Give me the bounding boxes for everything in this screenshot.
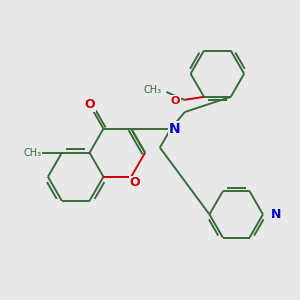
Text: O: O	[171, 96, 180, 106]
Text: N: N	[271, 208, 281, 221]
Text: CH₃: CH₃	[23, 148, 41, 158]
Text: CH₃: CH₃	[143, 85, 161, 95]
Text: O: O	[130, 176, 140, 189]
Text: N: N	[169, 122, 181, 136]
Text: O: O	[84, 98, 95, 111]
